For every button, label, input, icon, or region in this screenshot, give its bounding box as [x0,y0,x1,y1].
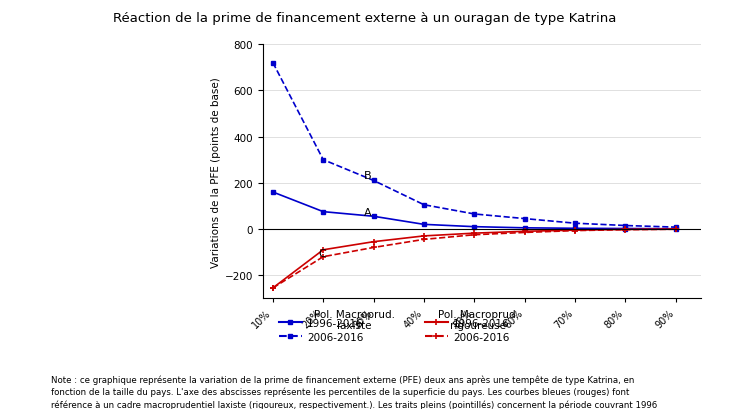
Y-axis label: Variations de la PFE (points de base): Variations de la PFE (points de base) [210,76,220,267]
Text: Pol. Macroprud.
rigoureuse: Pol. Macroprud. rigoureuse [438,309,518,330]
Text: Réaction de la prime de financement externe à un ouragan de type Katrina: Réaction de la prime de financement exte… [113,12,617,25]
Text: Pol. Macroprud.
laxiste: Pol. Macroprud. laxiste [314,309,394,330]
Legend: 1996-2016, 2006-2016: 1996-2016, 2006-2016 [279,318,364,342]
Legend: 1996-2016, 2006-2016: 1996-2016, 2006-2016 [425,318,510,342]
Text: B: B [364,170,371,180]
Text: Note : ce graphique représente la variation de la prime de financement externe (: Note : ce graphique représente la variat… [51,374,657,409]
Text: C: C [318,249,326,258]
Text: A: A [364,207,371,217]
